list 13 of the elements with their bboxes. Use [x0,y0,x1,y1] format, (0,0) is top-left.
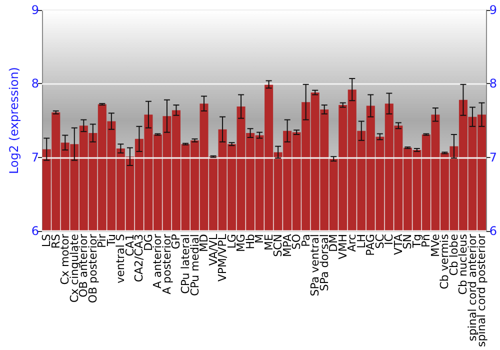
y-axis-title: Log2 (expression) [7,67,21,174]
y2-tick-label: 8 [489,76,498,91]
y-tick-label: 8 [31,76,39,91]
x-tick-label: spinal cord posterior [475,234,488,348]
y-tick-label: 6 [31,224,39,238]
y2-tick-label: 9 [489,3,498,17]
y-tick-label: 9 [31,3,39,17]
y2-tick-label: 6 [489,224,498,238]
y2-tick-label: 7 [489,150,498,164]
y-tick-label: 7 [31,150,39,164]
x-tick-label: OB posterior [86,234,100,304]
x-tick-label: Tg [410,234,424,249]
x-tick-label: A posterior [160,234,174,294]
